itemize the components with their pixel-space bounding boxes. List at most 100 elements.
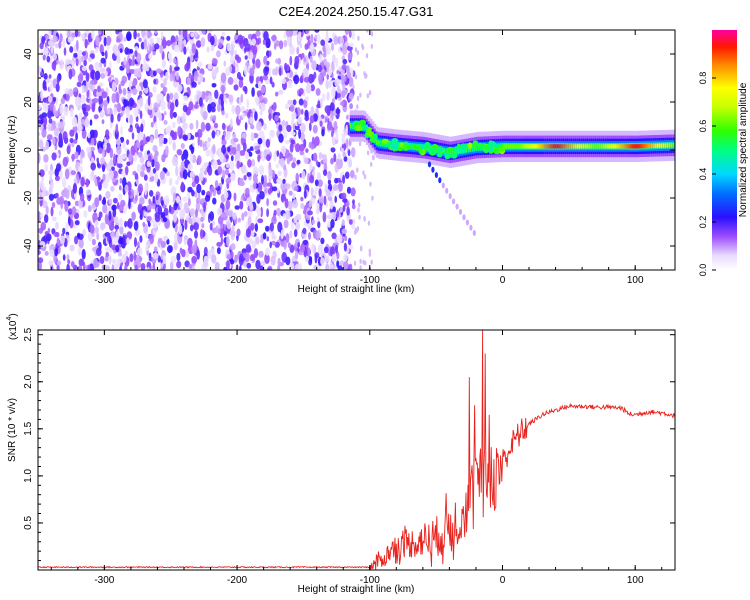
noise-cell bbox=[77, 96, 81, 106]
noise-cell bbox=[106, 35, 111, 46]
noise-cell bbox=[276, 207, 281, 217]
noise-cell bbox=[281, 78, 287, 84]
noise-cell bbox=[92, 97, 99, 104]
noise-cell bbox=[177, 126, 182, 136]
noise-cell bbox=[172, 213, 177, 223]
noise-cell bbox=[248, 151, 253, 157]
noise-cell bbox=[317, 64, 322, 73]
noise-cell bbox=[118, 84, 122, 93]
noise-cell bbox=[98, 95, 103, 105]
noise-cell bbox=[65, 222, 69, 231]
noise-cell bbox=[344, 235, 348, 242]
noise-cell bbox=[278, 133, 284, 143]
noise-cell bbox=[239, 265, 242, 270]
noise-cell bbox=[245, 244, 252, 253]
noise-cell bbox=[332, 137, 336, 146]
noise-cell bbox=[363, 71, 366, 77]
noise-cell bbox=[317, 179, 323, 188]
noise-cell bbox=[257, 80, 262, 90]
noise-cell bbox=[165, 71, 169, 81]
noise-cell bbox=[265, 225, 270, 232]
noise-cell bbox=[124, 264, 128, 270]
noise-cell bbox=[258, 130, 265, 138]
noise-cell bbox=[78, 112, 83, 121]
noise-cell bbox=[310, 106, 315, 116]
noise-cell bbox=[56, 163, 62, 172]
noise-cell bbox=[252, 166, 259, 176]
noise-cell bbox=[81, 128, 87, 139]
noise-cell bbox=[289, 55, 293, 66]
noise-cell bbox=[134, 172, 139, 180]
noise-cell bbox=[138, 37, 142, 43]
noise-cell bbox=[82, 84, 86, 94]
noise-cell bbox=[273, 151, 277, 162]
noise-cell bbox=[197, 155, 202, 166]
noise-cell bbox=[243, 260, 248, 268]
noise-cell bbox=[179, 247, 183, 254]
noise-cell bbox=[331, 54, 336, 64]
noise-cell bbox=[61, 177, 67, 188]
noise-cell bbox=[334, 177, 339, 184]
noise-cell bbox=[43, 116, 48, 127]
noise-cell bbox=[205, 93, 209, 103]
noise-cell bbox=[89, 119, 93, 126]
noise-cell bbox=[80, 94, 86, 105]
noise-cell bbox=[301, 52, 305, 59]
noise-cell bbox=[165, 145, 169, 156]
noise-cell bbox=[163, 235, 168, 241]
noise-cell bbox=[346, 71, 352, 79]
noise-cell bbox=[227, 76, 234, 85]
noise-cell bbox=[60, 97, 66, 105]
noise-cell bbox=[248, 239, 252, 245]
noise-cell bbox=[294, 250, 299, 260]
noise-cell bbox=[163, 195, 170, 206]
noise-cell bbox=[81, 55, 84, 63]
noise-cell bbox=[199, 167, 204, 173]
noise-cell bbox=[159, 170, 165, 181]
noise-cell bbox=[152, 222, 158, 229]
noise-cell bbox=[246, 262, 252, 269]
noise-cell bbox=[319, 120, 323, 127]
noise-cell bbox=[259, 190, 265, 200]
noise-cell bbox=[314, 187, 317, 198]
noise-cell bbox=[182, 169, 188, 180]
noise-cell bbox=[107, 205, 113, 215]
ridge-core bbox=[648, 143, 652, 149]
noise-cell bbox=[160, 212, 166, 219]
ridge-core bbox=[594, 144, 598, 149]
noise-cell bbox=[97, 85, 101, 93]
noise-cell bbox=[98, 211, 103, 218]
ridge-core bbox=[548, 144, 552, 149]
ridge-core bbox=[537, 144, 540, 149]
noise-cell bbox=[102, 173, 106, 182]
noise-cell bbox=[347, 157, 352, 168]
noise-cell bbox=[212, 58, 218, 65]
noise-cell bbox=[273, 42, 277, 50]
ridge-core bbox=[612, 144, 616, 149]
streak-cell bbox=[448, 193, 452, 200]
noise-cell bbox=[147, 266, 150, 270]
spectrogram-heatmap bbox=[38, 30, 675, 270]
ridge-core bbox=[600, 144, 604, 149]
snr-y-scale: (x104) bbox=[6, 313, 19, 340]
noise-cell bbox=[337, 265, 343, 270]
streak-cell bbox=[465, 219, 469, 226]
noise-cell bbox=[116, 54, 121, 64]
noise-cell bbox=[226, 253, 232, 260]
ridge-core bbox=[610, 144, 614, 149]
snr-x-tick-label: -200 bbox=[227, 575, 247, 586]
noise-cell bbox=[140, 41, 145, 50]
ridge-core bbox=[359, 123, 363, 129]
noise-cell bbox=[70, 170, 77, 176]
noise-cell bbox=[228, 94, 234, 103]
noise-cell bbox=[137, 32, 140, 38]
noise-cell bbox=[345, 138, 349, 149]
noise-cell bbox=[247, 210, 253, 219]
noise-cell bbox=[82, 106, 87, 115]
ridge-blob bbox=[498, 146, 506, 152]
noise-cell bbox=[75, 58, 79, 67]
noise-cell bbox=[195, 208, 198, 218]
noise-cell bbox=[229, 159, 235, 171]
noise-cell bbox=[139, 156, 145, 164]
